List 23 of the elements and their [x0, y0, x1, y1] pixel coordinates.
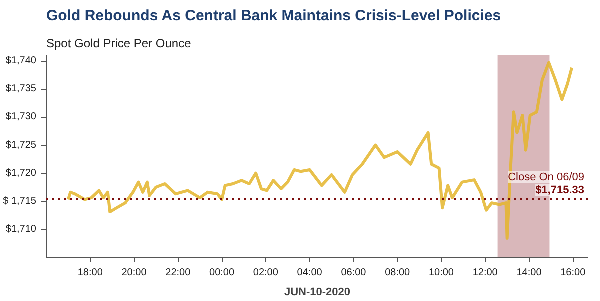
x-tick-label: 08:00	[385, 268, 411, 278]
y-tick-label: $1,735	[6, 84, 37, 95]
x-tick-label: 02:00	[253, 268, 279, 278]
y-tick-label: $1,725	[6, 140, 37, 151]
x-tick-label: 10:00	[428, 268, 454, 278]
x-tick-label: 18:00	[78, 268, 104, 278]
x-tick-label: 16:00	[560, 268, 586, 278]
y-tick-label: $1,730	[6, 112, 37, 123]
y-tick-label: $1,710	[6, 224, 37, 235]
x-tick-label: 22:00	[166, 268, 192, 278]
ref-line-label: Close On 06/09 $1,715.33	[508, 172, 584, 197]
x-tick-label: 12:00	[472, 268, 498, 278]
y-tick-label: $1,720	[6, 168, 37, 179]
chart-title: Gold Rebounds As Central Bank Maintains Crisis-Level Policies	[46, 8, 502, 24]
y-tick-label: $1,740	[6, 56, 37, 67]
x-tick-label: 00:00	[210, 268, 235, 278]
x-tick-label: 04:00	[297, 268, 323, 278]
x-axis-title: JUN-10-2020	[284, 286, 351, 298]
chart-subtitle: Spot Gold Price Per Ounce	[46, 36, 192, 50]
y-tick-label: $ 1,715	[3, 196, 37, 207]
x-tick-label: 06:00	[341, 268, 367, 278]
x-tick-label: 14:00	[516, 268, 542, 278]
x-tick-label: 20:00	[122, 268, 148, 278]
